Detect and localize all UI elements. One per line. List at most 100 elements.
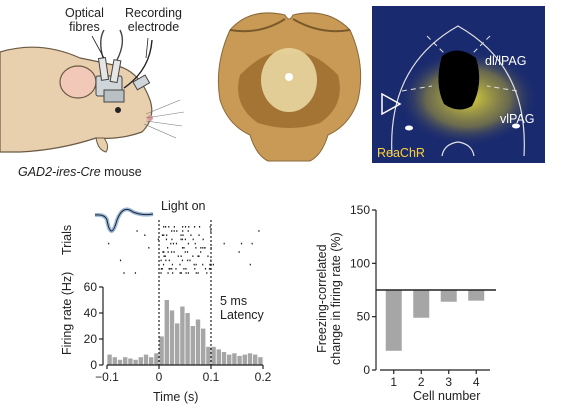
label-optical-fibres: Optical fibres xyxy=(65,6,104,34)
region-dl-label: dl/lPAG xyxy=(485,54,527,68)
spike-dot xyxy=(183,247,185,249)
spike-dot xyxy=(180,272,182,274)
spike-dot xyxy=(202,263,204,266)
y-tick-label: 50 xyxy=(357,310,371,324)
spike-dot xyxy=(212,263,214,266)
optical-fibre-icon xyxy=(97,56,110,81)
spike-dot xyxy=(160,272,162,274)
spike-dot xyxy=(192,255,194,257)
spike-dot xyxy=(172,272,174,274)
spike-dot xyxy=(251,242,253,245)
spike-dot xyxy=(165,238,168,241)
spike-dot xyxy=(183,268,185,270)
latency-label: 5 ms Latency xyxy=(220,294,264,322)
caption-suffix: mouse xyxy=(100,165,142,179)
spike-dot xyxy=(190,234,192,236)
spike-dot xyxy=(182,230,184,232)
psth-bar xyxy=(227,354,232,365)
x-tick-label: 2 xyxy=(418,375,425,389)
mouse-paw xyxy=(95,137,109,153)
fibre-cable xyxy=(116,29,124,61)
psth-bars xyxy=(107,300,263,365)
spike-dot xyxy=(179,272,181,274)
spike-dot xyxy=(161,268,163,270)
spike-dot xyxy=(167,247,169,249)
mouse-diagram xyxy=(0,29,185,153)
pointer-line xyxy=(145,37,149,59)
spike-dot xyxy=(180,238,182,241)
spike-dot xyxy=(157,238,159,241)
spike-dot xyxy=(189,259,191,262)
spike-dot xyxy=(188,226,190,228)
spike-dot xyxy=(258,230,260,232)
spike-dot xyxy=(169,268,171,270)
spike-dot xyxy=(162,251,164,253)
psth-bar xyxy=(216,349,221,365)
fibre-cable xyxy=(100,29,105,59)
spike-dot xyxy=(202,238,204,241)
spike-dot xyxy=(170,251,173,253)
cell-bar-chart: 1 2 3 4 0 50 100 150 xyxy=(350,203,496,389)
spike-dot xyxy=(162,263,165,266)
psth-bar xyxy=(117,359,123,365)
spike-dot xyxy=(187,242,190,245)
spike-dot xyxy=(173,251,175,253)
psth-bar xyxy=(221,352,227,365)
cell-ylabel: Freezing-correlated change in firing rat… xyxy=(315,232,343,365)
psth-bar xyxy=(185,313,190,365)
spike-dot xyxy=(175,242,178,245)
spike-dot xyxy=(207,255,209,257)
psth-bar xyxy=(201,328,206,365)
spike-dot xyxy=(175,268,177,270)
brain-section-image xyxy=(217,12,362,162)
y-tick-label: 150 xyxy=(350,203,370,217)
psth-bar xyxy=(237,355,242,365)
spike-dot xyxy=(187,230,189,232)
psth-bar xyxy=(190,326,195,365)
stain-label: ReaChR xyxy=(377,146,425,160)
subdivision-lines xyxy=(401,35,518,92)
spike-dot xyxy=(160,268,163,270)
strain-name: GAD2-ires-Cre xyxy=(18,165,101,179)
injection-arrowhead-icon xyxy=(381,92,402,116)
cell-bar xyxy=(385,290,402,351)
spike-dot xyxy=(173,230,175,232)
spike-waveform-icon xyxy=(94,207,154,233)
mouse-caption: GAD2-ires-Cre mouse xyxy=(18,165,142,179)
spike-dot xyxy=(184,226,187,228)
spike-dot xyxy=(182,226,184,228)
psth-bar xyxy=(159,336,164,365)
fluorescence-image xyxy=(381,25,538,157)
cell-bars xyxy=(385,290,485,351)
psth-bar xyxy=(169,310,175,365)
spike-dot xyxy=(198,226,201,228)
spike-dot xyxy=(187,272,189,274)
spike-dot xyxy=(171,230,173,232)
psth-bar xyxy=(175,323,180,365)
mouse-ear xyxy=(59,65,97,99)
x-tick-label: 4 xyxy=(473,375,480,389)
spike-dot xyxy=(192,238,194,241)
spike-dot xyxy=(173,226,175,228)
spike-dot xyxy=(197,255,199,257)
spike-dot xyxy=(166,234,168,236)
psth-bar xyxy=(123,357,128,365)
spike-dot xyxy=(123,272,125,274)
spike-dot xyxy=(240,242,243,245)
spike-dot xyxy=(184,251,186,253)
cell-xlabel: Cell number xyxy=(413,389,481,403)
spike-dot xyxy=(171,263,174,266)
psth-bar xyxy=(143,354,149,365)
psth-bar xyxy=(164,300,169,365)
spike-dot xyxy=(185,272,187,274)
x-tick-label: −0.1 xyxy=(95,370,119,384)
spike-dot xyxy=(208,268,211,270)
spike-dot xyxy=(176,230,178,232)
implant-base xyxy=(103,89,125,103)
optical-fibre-icon xyxy=(109,59,122,84)
trials-label: Trials xyxy=(60,224,74,255)
y-tick-label: 60 xyxy=(84,280,98,294)
psth-bar xyxy=(133,359,138,365)
psth-bar xyxy=(206,346,211,365)
spike-dot xyxy=(165,259,167,262)
